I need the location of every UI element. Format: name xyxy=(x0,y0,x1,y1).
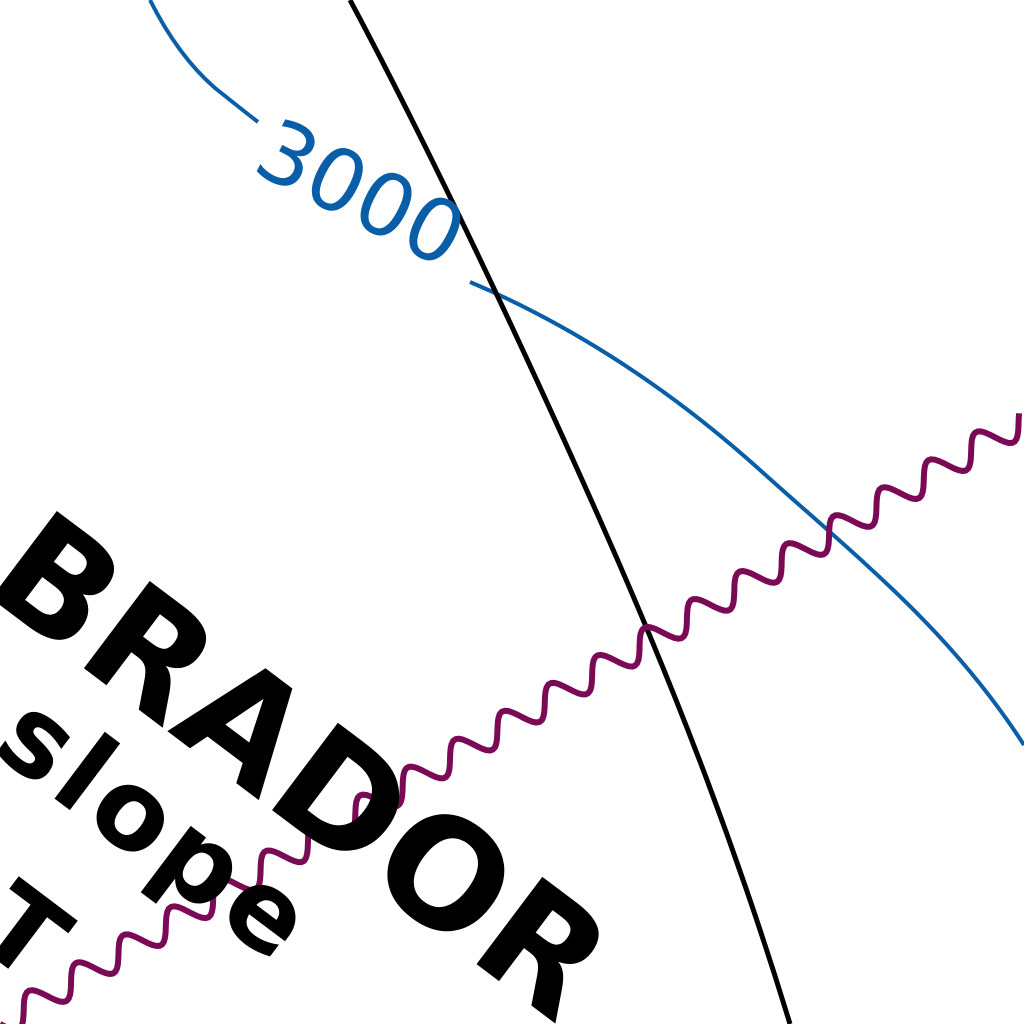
contour-line-lower xyxy=(469,280,1024,747)
boundary-line xyxy=(347,0,793,1024)
contour-label: 3000 xyxy=(240,100,480,288)
region-label-t: T xyxy=(0,859,96,1010)
wavy-line xyxy=(0,413,1023,1024)
contour-line-upper xyxy=(148,0,260,124)
